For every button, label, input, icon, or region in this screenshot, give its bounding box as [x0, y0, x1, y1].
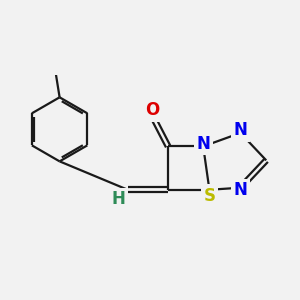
Text: N: N [233, 122, 247, 140]
Text: H: H [112, 190, 125, 208]
Text: N: N [233, 181, 247, 199]
Text: O: O [146, 101, 160, 119]
Text: N: N [196, 135, 210, 153]
Text: S: S [203, 187, 215, 205]
